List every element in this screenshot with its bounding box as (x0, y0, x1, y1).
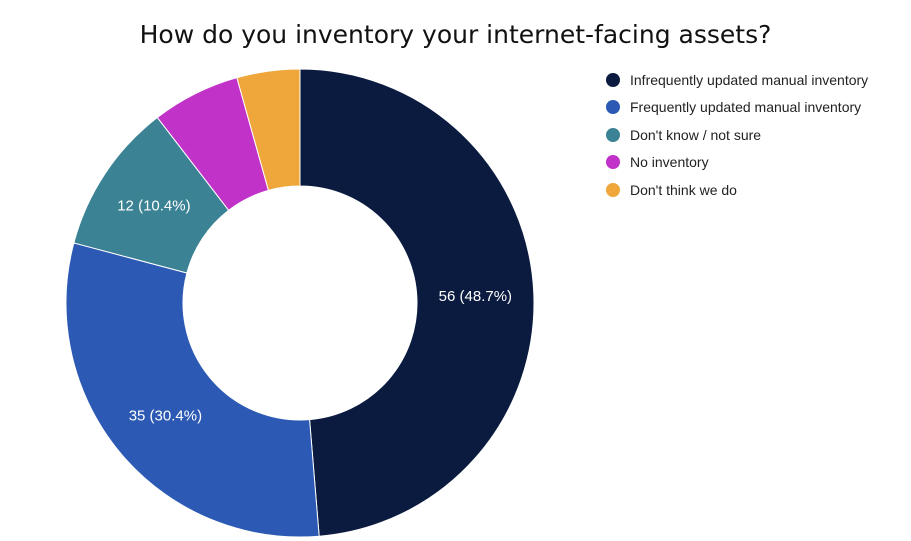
legend-label: Don't think we do (630, 181, 737, 198)
slice-data-label: 56 (48.7%) (439, 288, 512, 305)
legend-item[interactable]: Frequently updated manual inventory (606, 94, 868, 122)
donut-slices (65, 68, 535, 538)
legend-item[interactable]: Don't think we do (606, 176, 868, 204)
legend-label: Frequently updated manual inventory (630, 99, 862, 116)
legend-item[interactable]: No inventory (606, 149, 868, 177)
donut-slice[interactable] (236, 68, 301, 191)
legend-swatch (606, 182, 620, 197)
legend-swatch (606, 127, 620, 142)
donut-labels: 56 (48.7%) 35 (30.4%) 12 (10.4%) (117, 198, 512, 425)
slice-data-label: 12 (10.4%) (117, 198, 190, 215)
donut-slice[interactable] (65, 242, 320, 538)
legend-label: No inventory (630, 154, 709, 171)
donut-slice[interactable] (299, 68, 535, 537)
legend-swatch (606, 155, 620, 170)
legend-swatch (606, 100, 620, 115)
chart-legend: Infrequently updated manual inventory Fre… (606, 66, 868, 204)
legend-item[interactable]: Infrequently updated manual inventory (606, 66, 868, 94)
legend-item[interactable]: Don't know / not sure (606, 121, 868, 149)
legend-label: Infrequently updated manual inventory (630, 71, 869, 88)
legend-swatch (606, 72, 620, 87)
chart-title: How do you inventory your internet-facin… (139, 20, 772, 49)
legend-label: Don't know / not sure (630, 126, 762, 143)
slice-data-label: 35 (30.4%) (129, 408, 202, 425)
